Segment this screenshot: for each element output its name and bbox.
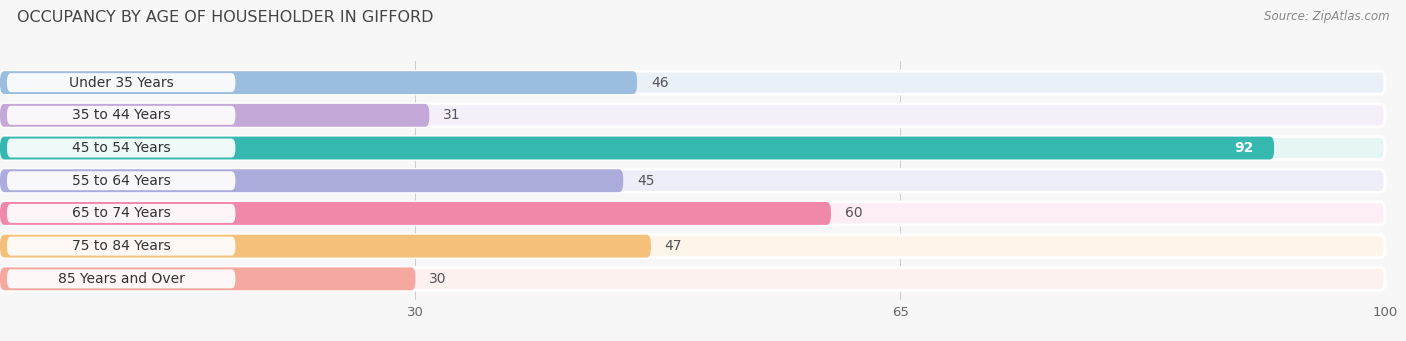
FancyBboxPatch shape	[7, 204, 235, 223]
Text: 47: 47	[665, 239, 682, 253]
FancyBboxPatch shape	[0, 104, 1385, 127]
FancyBboxPatch shape	[0, 202, 1385, 225]
FancyBboxPatch shape	[0, 267, 416, 290]
FancyBboxPatch shape	[0, 104, 429, 127]
FancyBboxPatch shape	[0, 202, 831, 225]
FancyBboxPatch shape	[7, 269, 235, 288]
FancyBboxPatch shape	[0, 137, 1274, 160]
Text: 31: 31	[443, 108, 461, 122]
FancyBboxPatch shape	[0, 71, 1385, 94]
FancyBboxPatch shape	[0, 267, 1385, 290]
FancyBboxPatch shape	[7, 237, 235, 256]
Text: Source: ZipAtlas.com: Source: ZipAtlas.com	[1264, 10, 1389, 23]
Text: 65 to 74 Years: 65 to 74 Years	[72, 206, 170, 220]
FancyBboxPatch shape	[7, 138, 235, 158]
Text: 46: 46	[651, 76, 668, 90]
FancyBboxPatch shape	[7, 106, 235, 125]
Text: 92: 92	[1234, 141, 1253, 155]
FancyBboxPatch shape	[0, 235, 1385, 257]
FancyBboxPatch shape	[0, 169, 1385, 192]
Text: 85 Years and Over: 85 Years and Over	[58, 272, 184, 286]
Text: 55 to 64 Years: 55 to 64 Years	[72, 174, 170, 188]
FancyBboxPatch shape	[0, 137, 1385, 160]
Text: 75 to 84 Years: 75 to 84 Years	[72, 239, 170, 253]
FancyBboxPatch shape	[0, 235, 651, 257]
Text: Under 35 Years: Under 35 Years	[69, 76, 173, 90]
Text: 60: 60	[845, 206, 862, 220]
FancyBboxPatch shape	[7, 171, 235, 190]
Text: OCCUPANCY BY AGE OF HOUSEHOLDER IN GIFFORD: OCCUPANCY BY AGE OF HOUSEHOLDER IN GIFFO…	[17, 10, 433, 25]
FancyBboxPatch shape	[7, 73, 235, 92]
FancyBboxPatch shape	[0, 71, 637, 94]
Text: 35 to 44 Years: 35 to 44 Years	[72, 108, 170, 122]
FancyBboxPatch shape	[0, 169, 623, 192]
Text: 45: 45	[637, 174, 655, 188]
Text: 45 to 54 Years: 45 to 54 Years	[72, 141, 170, 155]
Text: 30: 30	[429, 272, 447, 286]
